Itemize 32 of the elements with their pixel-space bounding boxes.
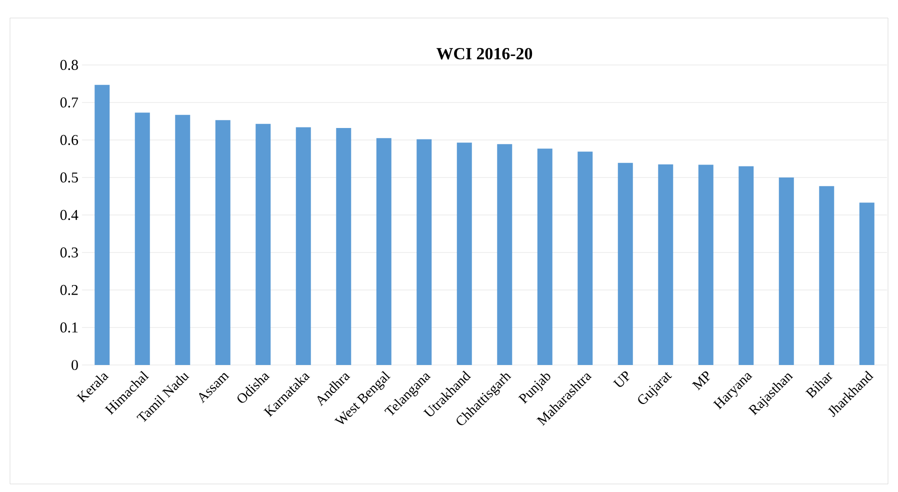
bar <box>94 84 110 365</box>
y-tick-label: 0.3 <box>60 247 78 258</box>
bar <box>336 128 352 365</box>
y-tick-label: 0.4 <box>60 210 78 220</box>
bar <box>698 164 714 365</box>
bar <box>537 148 552 365</box>
bar <box>497 144 512 365</box>
bar <box>859 202 874 365</box>
y-tick-label: 0 <box>72 360 78 370</box>
bar <box>578 152 593 365</box>
bar <box>134 112 150 365</box>
y-tick-label: 0.8 <box>60 60 78 70</box>
bar <box>215 120 230 365</box>
bar <box>256 124 271 365</box>
y-tick-label: 0.7 <box>60 97 78 108</box>
bar <box>456 142 472 365</box>
bar <box>778 177 794 365</box>
bar <box>376 138 392 365</box>
bar <box>819 186 834 365</box>
y-tick-label: 0.1 <box>60 322 78 333</box>
y-tick-label: 0.5 <box>60 172 78 183</box>
bar <box>618 162 633 365</box>
x-tick-label: UP <box>612 371 630 387</box>
y-tick-label: 0.2 <box>60 284 78 296</box>
x-tick-label: MP <box>692 371 710 390</box>
bar <box>296 127 311 365</box>
bar <box>738 166 754 365</box>
bar <box>416 139 432 365</box>
chart-title: WCI 2016-20 <box>436 48 532 60</box>
bar <box>175 114 190 365</box>
y-tick-label: 0.6 <box>60 134 78 146</box>
bar <box>658 164 674 365</box>
